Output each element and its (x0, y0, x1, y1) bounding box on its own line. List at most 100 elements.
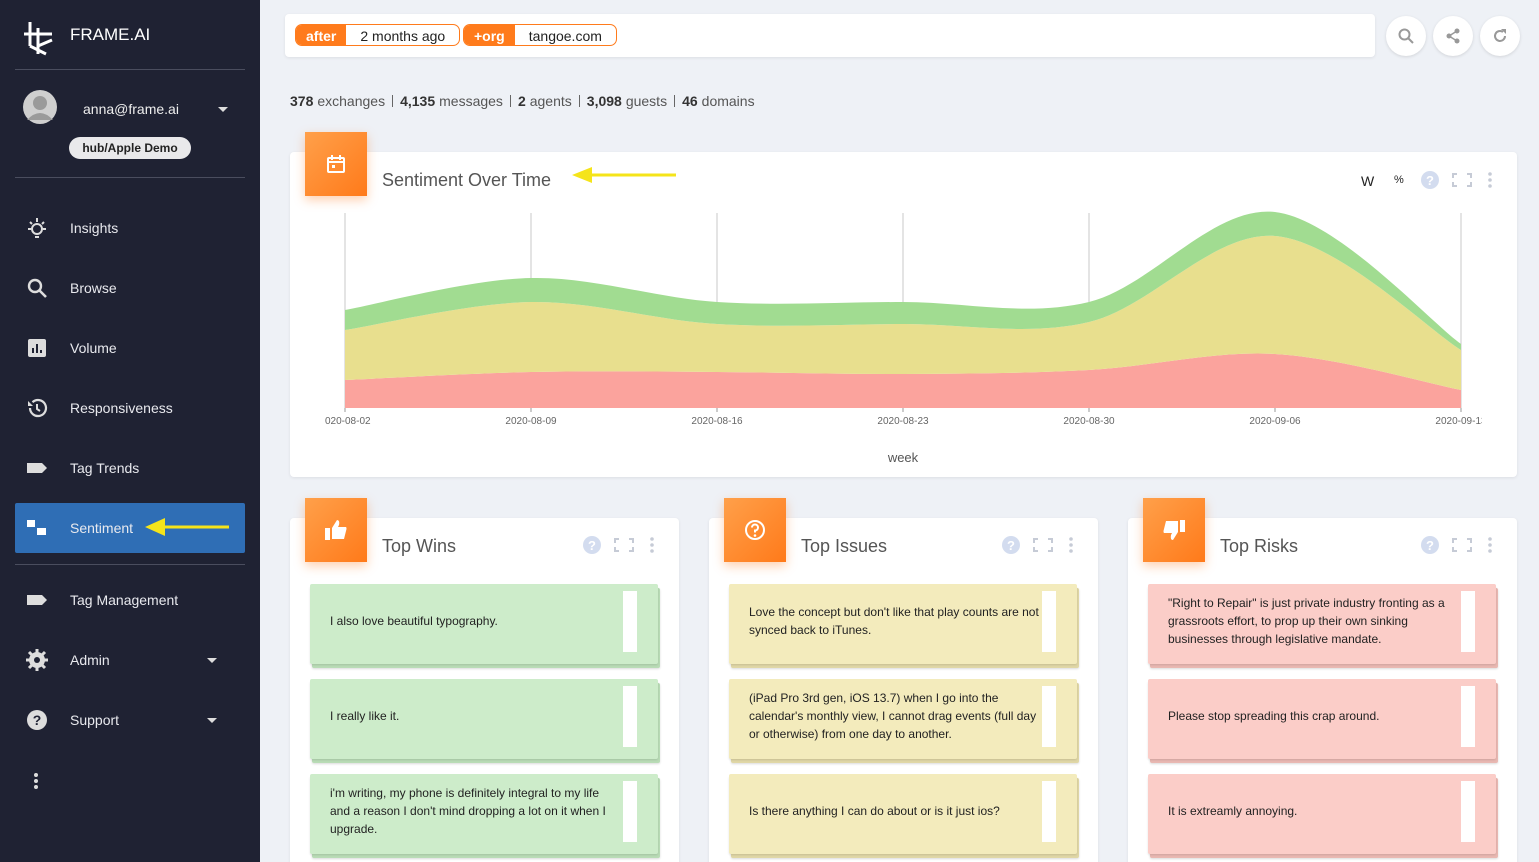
x-tick-label: 2020-08-23 (877, 416, 929, 427)
message-text[interactable]: Please stop spreading this crap around. (1168, 709, 1380, 723)
nav-label[interactable]: Tag Management (70, 592, 179, 608)
separator (509, 95, 511, 107)
svg-text:?: ? (1426, 173, 1434, 188)
percent-toggle[interactable]: % (1394, 174, 1404, 186)
card-tools[interactable]: ? (1420, 170, 1504, 190)
x-tick-label: 2020-09-06 (1249, 416, 1301, 427)
x-tick-label: 2020-08-30 (1063, 416, 1115, 427)
stat-value: 46 (682, 93, 698, 109)
stat-label: domains (701, 93, 755, 109)
nav-item[interactable]: Browse (15, 263, 245, 313)
x-tick-label: 2020-08-09 (505, 416, 557, 427)
card-handle (1461, 686, 1475, 747)
card-handle (623, 591, 637, 652)
filter-chip[interactable]: after 2 months ago (295, 24, 461, 46)
user-email[interactable]: anna@frame.ai (83, 101, 179, 117)
separator (674, 95, 676, 107)
message-text[interactable]: (iPad Pro 3rd gen, iOS 13.7) when I go i… (749, 691, 1037, 741)
message-text[interactable]: I really like it. (330, 709, 400, 723)
message-text[interactable]: I also love beautiful typography. (330, 614, 498, 628)
area (345, 353, 1461, 408)
svg-text:?: ? (1007, 538, 1015, 553)
sidebar: FRAME.AI anna@frame.ai hub/Apple Demo In… (0, 0, 260, 862)
card-handle (623, 781, 637, 842)
nav-item-active[interactable]: Sentiment (15, 503, 245, 553)
hub-pill[interactable]: hub/Apple Demo (69, 137, 191, 159)
message-card[interactable]: Please stop spreading this crap around. (1148, 679, 1496, 753)
filter-chip[interactable]: +org tangoe.com (463, 24, 617, 46)
interval-toggle[interactable]: W (1361, 173, 1375, 189)
panel-tools[interactable]: ? (1001, 535, 1085, 555)
nav-item[interactable]: Admin (15, 635, 245, 685)
nav-item[interactable]: Volume (15, 323, 245, 373)
stat-value: 4,135 (400, 93, 436, 109)
message-text[interactable]: Love the concept but don't like that pla… (749, 605, 1039, 637)
area (345, 211, 1461, 350)
nav-item[interactable]: Responsiveness (15, 383, 245, 433)
x-tick-label: 2020-08-16 (691, 416, 743, 427)
message-card[interactable]: I also love beautiful typography. (310, 584, 658, 658)
message-card[interactable]: (iPad Pro 3rd gen, iOS 13.7) when I go i… (729, 679, 1077, 753)
message-text[interactable]: Is there anything I can do about or is i… (749, 804, 1000, 818)
message-card[interactable]: Love the concept but don't like that pla… (729, 584, 1077, 658)
brand: FRAME.AI (70, 25, 151, 44)
avatar[interactable] (23, 90, 57, 124)
nav-item[interactable]: Tag Trends (15, 443, 245, 493)
nav-label[interactable]: Support (70, 712, 120, 728)
panel-tools[interactable]: ? (582, 535, 666, 555)
nav-item[interactable]: Insights (15, 203, 245, 253)
svg-text:?: ? (33, 712, 42, 728)
card-handle (1042, 591, 1056, 652)
filter-key[interactable]: after (296, 25, 347, 45)
x-tick-label: 2020-08-02 (319, 416, 371, 427)
nav-label[interactable]: Responsiveness (70, 400, 173, 416)
panel-title: Top Issues (801, 536, 888, 556)
refresh-button[interactable] (1480, 16, 1520, 56)
nav-label[interactable]: Insights (70, 220, 119, 236)
svg-text:?: ? (588, 538, 596, 553)
filter-value[interactable]: tangoe.com (528, 27, 602, 44)
user-caret[interactable] (218, 107, 228, 112)
card-handle (1461, 591, 1475, 652)
search-button[interactable] (1386, 16, 1426, 56)
annotation-arrow (145, 518, 229, 536)
stats: 378 exchanges 4,135 messages 2 agents 3,098 gue… (290, 93, 755, 109)
nav-label[interactable]: Tag Trends (70, 460, 140, 476)
card-handle (1042, 781, 1056, 842)
message-card[interactable]: It is extreamly annoying. (1148, 774, 1496, 848)
nav-label[interactable]: Volume (70, 340, 117, 356)
chart-icon (305, 132, 367, 196)
nav-item[interactable]: ? Support (15, 695, 245, 745)
stat-label: messages (439, 93, 503, 109)
message-card[interactable]: I really like it. (310, 679, 658, 753)
message-card[interactable]: Is there anything I can do about or is i… (729, 774, 1077, 848)
stat-value: 2 (517, 93, 526, 109)
message-text[interactable]: It is extreamly annoying. (1168, 804, 1298, 818)
nav-label[interactable]: Sentiment (70, 520, 134, 536)
more-menu[interactable] (32, 772, 40, 790)
x-tick-label: 2020-09-13 (1435, 416, 1487, 427)
panel-tools[interactable]: ? (1420, 535, 1504, 555)
message-text[interactable]: i'm writing, my phone is definitely inte… (330, 786, 606, 836)
logo (24, 22, 53, 56)
nav-item[interactable]: Tag Management (15, 575, 245, 625)
card-handle (1042, 686, 1056, 747)
nav-label[interactable]: Admin (70, 652, 110, 668)
card-handle (1461, 781, 1475, 842)
nav-label[interactable]: Browse (70, 280, 117, 296)
panel-title: Top Risks (1220, 536, 1299, 556)
message-card[interactable]: i'm writing, my phone is definitely inte… (310, 774, 658, 848)
chart-title: Sentiment Over Time (382, 170, 552, 190)
area-chart: 2020-08-02 2020-08-09 2020-08-16 2020-08-23… (319, 211, 1487, 465)
filter-key[interactable]: +org (464, 25, 515, 45)
share-button[interactable] (1433, 16, 1473, 56)
x-axis-label: week (887, 450, 919, 465)
panel-icon (724, 498, 786, 562)
panel-title: Top Wins (382, 536, 457, 556)
message-text[interactable]: "Right to Repair" is just private indust… (1168, 596, 1445, 646)
panel-icon (1143, 498, 1205, 562)
stat-label: guests (625, 93, 668, 109)
card-handle (623, 686, 637, 747)
filter-value[interactable]: 2 months ago (360, 27, 446, 44)
message-card[interactable]: "Right to Repair" is just private indust… (1148, 584, 1496, 658)
